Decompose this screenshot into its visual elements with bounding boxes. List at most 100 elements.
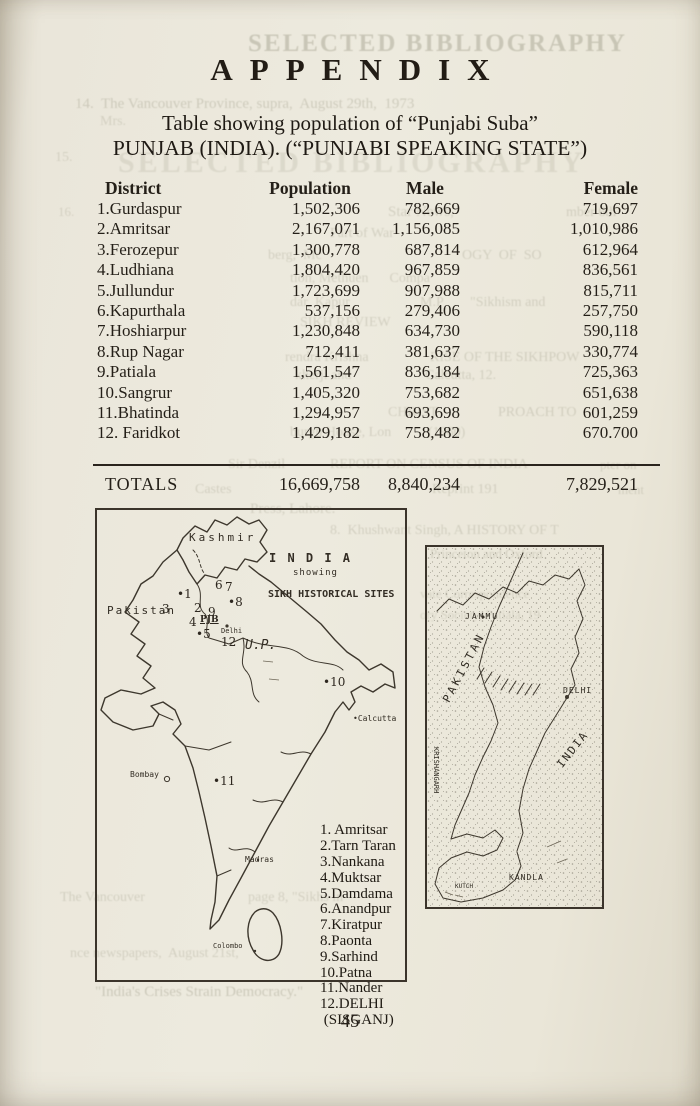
cell-male: 1,156,085 <box>392 219 460 239</box>
cell-population: 1,804,420 <box>292 260 360 280</box>
site-number-marker: 4 <box>189 615 197 629</box>
cell-population: 2,167,071 <box>292 219 360 239</box>
cell-population: 1,429,182 <box>292 423 360 443</box>
map-label: Bombay <box>130 770 159 779</box>
totals-population: 16,669,758 <box>279 474 360 494</box>
mountain-hatches <box>476 667 541 696</box>
site-list-item: 4.Muktsar <box>320 869 382 886</box>
cell-female: 670.700 <box>582 423 638 443</box>
cell-population: 537,156 <box>304 301 360 321</box>
site-list-item: 7.Kiratpur <box>320 917 383 934</box>
cell-district: 3.Ferozepur <box>97 239 179 259</box>
site-number-marker: •5 <box>196 627 211 641</box>
map-label: Pakistan <box>107 604 176 617</box>
cell-population: 1,502,306 <box>292 199 360 218</box>
cell-population: 1,405,320 <box>292 382 360 402</box>
site-list-item: 11.Nander <box>320 980 383 997</box>
cell-female: 725,363 <box>582 362 638 382</box>
site-number-marker: 9 <box>208 605 216 619</box>
cell-population: 1,561,547 <box>292 362 360 382</box>
site-list-item: 6.Anandpur <box>320 901 392 918</box>
cell-male: 634,730 <box>404 321 460 341</box>
map-label: JAMMU <box>465 612 500 621</box>
site-list-item: 12.DELHI <box>320 996 384 1013</box>
cell-female: 612,964 <box>582 239 638 259</box>
site-list-item: 5.Damdama <box>320 885 393 902</box>
totals-male: 8,840,234 <box>388 474 460 494</box>
map-label: KUTCH <box>455 883 474 890</box>
cell-male: 753,682 <box>404 382 460 402</box>
totals-row: TOTALS 16,669,758 8,840,234 7,829,521 <box>95 474 638 495</box>
sites-legend-list: 1. Amritsar 2.Tarn Taran 3.Nankana 4.Muktsa… <box>320 776 396 1029</box>
site-list-item: 8.Paonta <box>320 932 373 949</box>
cell-male: 381,637 <box>404 341 460 361</box>
map-label: Delhi <box>221 627 243 635</box>
cell-population: 1,294,957 <box>292 403 360 423</box>
site-list-item: (SISGANJ) <box>320 1011 394 1028</box>
site-list-item: 2.Tarn Taran <box>320 838 396 855</box>
stipple-texture <box>427 547 602 907</box>
cell-population: 712,411 <box>305 341 360 361</box>
cell-district: 6.Kapurthala <box>97 301 186 321</box>
site-number-marker: •11 <box>213 774 236 788</box>
totals-female: 7,829,521 <box>566 474 638 494</box>
map-label: U.P. <box>245 638 277 653</box>
cell-district: 7.Hoshiarpur <box>97 321 187 341</box>
totals-label: TOTALS <box>105 474 179 494</box>
table-caption-line1: Table showing population of “Punjabi Sub… <box>162 111 538 135</box>
cell-district: 4.Ludhiana <box>97 260 174 280</box>
map-label: showing <box>293 568 338 578</box>
map-label: Kashmir <box>189 531 257 544</box>
map-label: SIKH HISTORICAL SITES <box>268 589 395 600</box>
map-label: •Calcutta <box>353 714 397 723</box>
site-list-item: 3.Nankana <box>320 853 385 870</box>
map-label: KANDLA <box>509 873 544 882</box>
madras-dot <box>256 858 260 862</box>
punjab-region-map: JAMMU PAKISTAN DELHI INDIA KRISHANGARH KANDLA… <box>425 545 604 909</box>
table-caption-line2: PUNJAB (INDIA). (“PUNJABI SPEAKING STATE… <box>112 136 588 160</box>
table-header: District Population Male Female <box>95 178 638 199</box>
tiny-site-scribbles <box>262 660 280 681</box>
bombay-port-circle <box>163 775 171 783</box>
cell-male: 758,482 <box>404 423 460 443</box>
cell-female: 651,638 <box>582 382 638 402</box>
cell-male: 907,988 <box>404 280 460 300</box>
cell-male: 836,184 <box>404 362 460 382</box>
site-number-marker: PJB <box>200 615 219 625</box>
cell-population: 1,230,848 <box>292 321 360 341</box>
cell-female: 1,010,986 <box>570 219 638 239</box>
cell-female: 719,697 <box>582 199 638 218</box>
cell-female: 257,750 <box>582 301 638 321</box>
cell-district: 1.Gurdaspur <box>97 199 182 218</box>
cell-district: 8.Rup Nagar <box>97 341 184 361</box>
site-number-marker: •10 <box>323 675 346 689</box>
cell-male: 967,859 <box>404 260 460 280</box>
cell-female: 601,259 <box>582 403 638 423</box>
cell-male: 279,406 <box>404 301 460 321</box>
punjab-region-drawing <box>427 547 602 907</box>
header-female: Female <box>583 178 638 198</box>
india-sikh-sites-map: Kashmir I N D I A showing SIKH HISTORICAL S… <box>95 508 407 1028</box>
cell-population: 1,300,778 <box>292 239 360 259</box>
map-label: Madras <box>245 855 274 864</box>
cell-district: 2.Amritsar <box>97 219 171 239</box>
map-label: I N D I A <box>269 551 353 565</box>
cell-district: 5.Jullundur <box>97 280 174 300</box>
page-number: 45 <box>340 1012 360 1032</box>
site-list-item: 9.Sarhind <box>320 948 378 965</box>
page-title: APPENDIX <box>210 52 507 87</box>
cell-population: 1,723,699 <box>292 280 360 300</box>
header-male: Male <box>406 178 444 198</box>
delhi-dot <box>225 624 229 628</box>
colombo-dot <box>253 949 257 953</box>
map-label: DELHI <box>563 686 593 695</box>
totals-divider <box>93 464 660 466</box>
site-number-marker: 2 <box>194 601 202 615</box>
cell-district: 11.Bhatinda <box>97 403 179 423</box>
cell-male: 693,698 <box>404 403 460 423</box>
site-number-marker: •1 <box>177 587 192 601</box>
india-outline-drawing <box>100 516 396 961</box>
site-number-marker: 7 <box>225 580 233 594</box>
